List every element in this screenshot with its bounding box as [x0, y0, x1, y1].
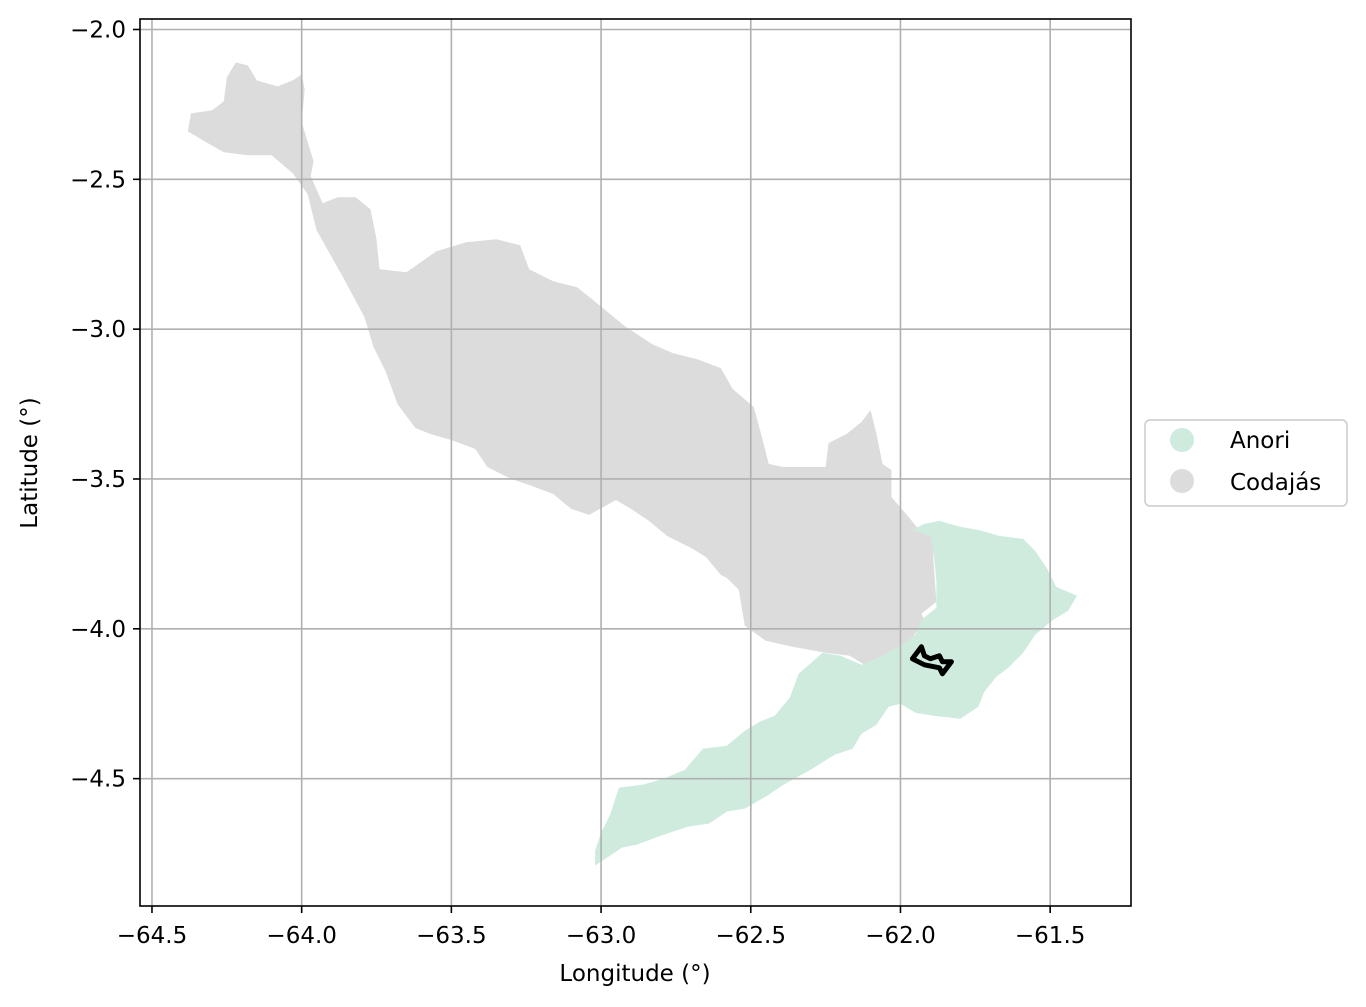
- legend: Anori Codajás: [1144, 419, 1348, 507]
- y-axis-ticks: −2.0 −2.5 −3.0 −3.5 −4.0 −4.5: [70, 17, 140, 793]
- plot-area: [139, 18, 1132, 907]
- x-tick-label: −64.5: [117, 923, 187, 949]
- y-tick-label: −2.0: [70, 17, 126, 43]
- x-axis-ticks: −64.5 −64.0 −63.5 −63.0 −62.5 −62.0 −61.5: [117, 906, 1085, 949]
- x-tick-label: −62.5: [716, 923, 786, 949]
- x-tick-label: −61.5: [1015, 923, 1085, 949]
- y-tick-label: −3.0: [70, 317, 126, 343]
- x-tick-label: −63.5: [416, 923, 486, 949]
- legend-marker-codajas: [1170, 469, 1194, 493]
- legend-box: [1144, 419, 1348, 507]
- outline-layer: [909, 644, 954, 677]
- y-tick-label: −2.5: [70, 167, 126, 193]
- region-codajas: [187, 62, 937, 665]
- y-tick-label: −3.5: [70, 467, 126, 493]
- x-tick-label: −64.0: [266, 923, 336, 949]
- axes-frame: [139, 18, 1132, 907]
- y-axis-label: Latitude (°): [17, 397, 43, 528]
- legend-marker-anori: [1170, 428, 1194, 452]
- x-tick-label: −63.0: [566, 923, 636, 949]
- x-axis-label: Longitude (°): [559, 961, 710, 987]
- gridlines: [140, 19, 1131, 906]
- y-tick-label: −4.0: [70, 617, 126, 643]
- highlight-outline-2: [909, 644, 954, 677]
- legend-label-codajas: Codajás: [1230, 470, 1321, 496]
- legend-label-anori: Anori: [1230, 428, 1290, 454]
- y-tick-label: −4.5: [70, 767, 126, 793]
- x-tick-label: −62.0: [865, 923, 935, 949]
